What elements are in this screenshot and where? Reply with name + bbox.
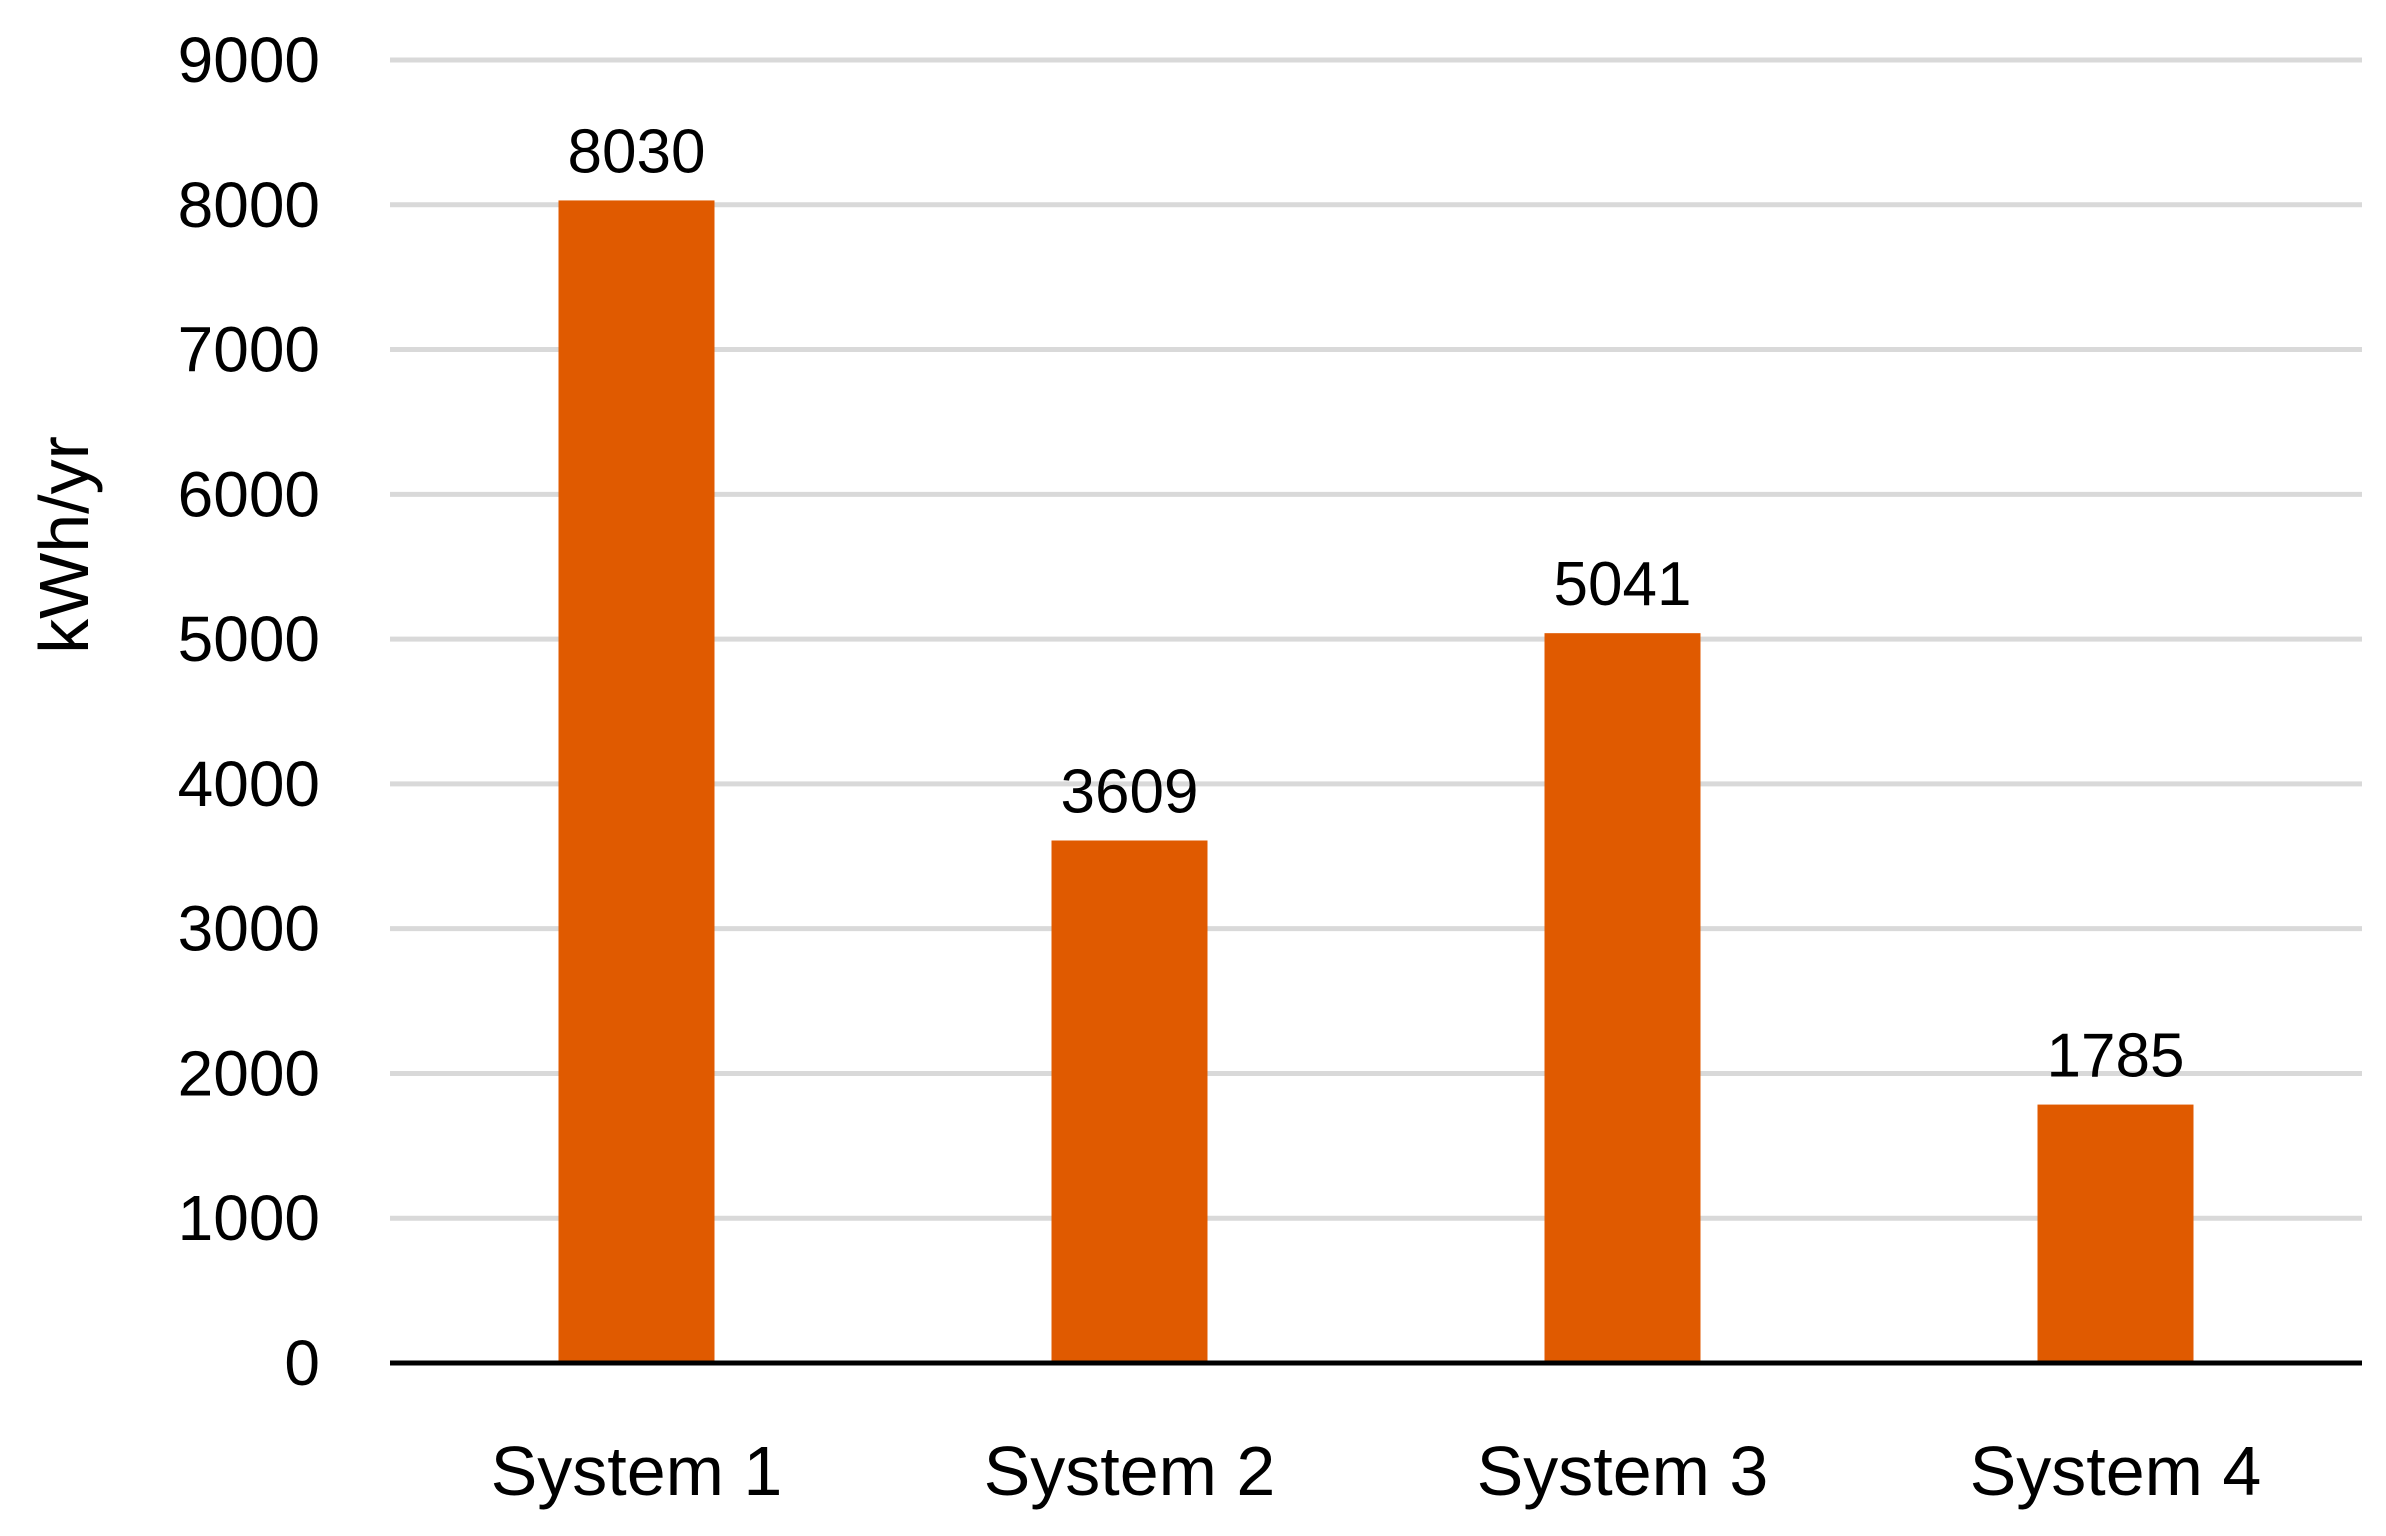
x-tick-label: System 2 [984,1432,1276,1510]
y-tick-label: 1000 [178,1182,320,1254]
y-tick-label: 3000 [178,893,320,965]
y-axis-title: kWh/yr [25,436,103,654]
data-label: 1785 [2047,1022,2185,1091]
x-tick-label: System 1 [491,1432,783,1510]
data-label: 8030 [568,117,706,186]
y-tick-label: 6000 [178,458,320,530]
data-label: 3609 [1061,757,1199,826]
y-tick-label: 8000 [178,169,320,241]
y-tick-label: 4000 [178,748,320,820]
bars [558,200,2194,1363]
bar [2037,1104,2194,1363]
y-tick-label: 7000 [178,314,320,386]
bar [1544,633,1701,1363]
data-label: 5041 [1554,550,1692,619]
data-labels: 8030 3609 5041 1785 [568,117,2185,1090]
bar [558,200,715,1363]
x-tick-label: System 3 [1477,1432,1769,1510]
x-tick-label: System 4 [1970,1432,2262,1510]
y-tick-labels: 0 1000 2000 3000 4000 5000 6000 7000 8000 9000 [178,24,320,1399]
gridlines [390,57,2362,1221]
bar [1051,840,1208,1363]
x-tick-labels: System 1 System 2 System 3 System 4 [491,1432,2262,1510]
y-tick-label: 2000 [178,1037,320,1109]
y-tick-label: 5000 [178,603,320,675]
y-tick-label: 9000 [178,24,320,96]
y-tick-label: 0 [284,1327,320,1399]
